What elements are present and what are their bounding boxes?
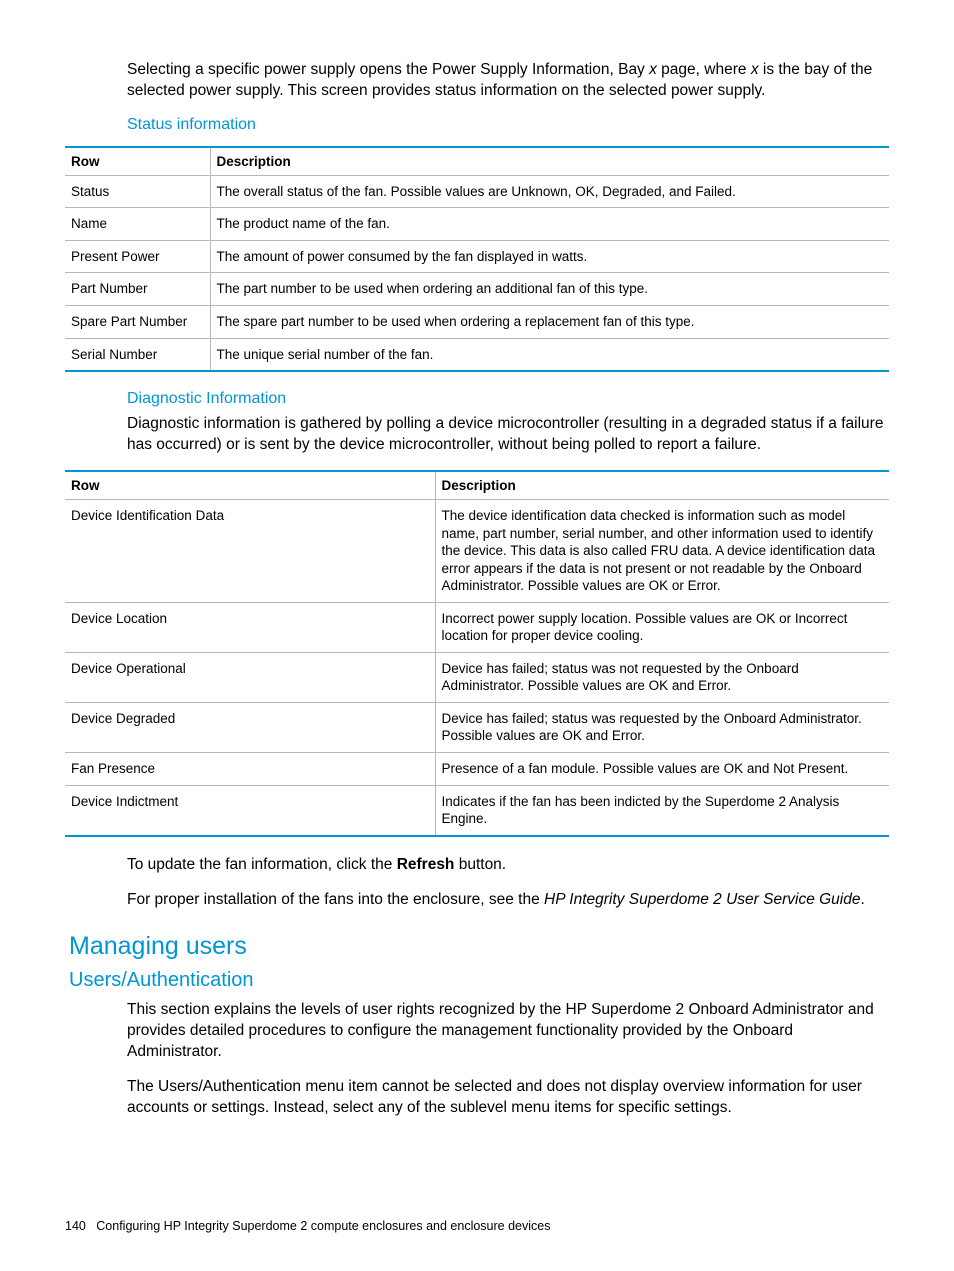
table-row: Device DegradedDevice has failed; status… [65, 702, 889, 752]
diag-heading: Diagnostic Information [127, 390, 889, 408]
diag-th-desc: Description [435, 471, 889, 500]
table-row: Present PowerThe amount of power consume… [65, 240, 889, 273]
refresh-label: Refresh [397, 856, 455, 873]
users-auth-heading: Users/Authentication [69, 969, 889, 992]
after-p2: For proper installation of the fans into… [127, 890, 889, 911]
intro-var-x2: x [751, 61, 759, 78]
status-th-row: Row [65, 147, 210, 176]
managing-p1: This section explains the levels of user… [127, 1000, 889, 1063]
page-number: 140 [65, 1219, 86, 1233]
table-row: Device Identification DataThe device ide… [65, 499, 889, 602]
table-row: StatusThe overall status of the fan. Pos… [65, 175, 889, 208]
intro-text-a: Selecting a specific power supply opens … [127, 61, 649, 78]
table-row: Device LocationIncorrect power supply lo… [65, 602, 889, 652]
table-row: Spare Part NumberThe spare part number t… [65, 306, 889, 339]
page-footer: 140 Configuring HP Integrity Superdome 2… [65, 1219, 550, 1233]
diag-intro: Diagnostic information is gathered by po… [127, 414, 889, 456]
status-heading: Status information [127, 116, 889, 134]
intro-var-x1: x [649, 61, 657, 78]
diag-table: Row Description Device Identification Da… [65, 470, 889, 837]
guide-title: HP Integrity Superdome 2 User Service Gu… [544, 891, 860, 908]
table-row: Part NumberThe part number to be used wh… [65, 273, 889, 306]
table-row: Device IndictmentIndicates if the fan ha… [65, 785, 889, 836]
managing-users-heading: Managing users [69, 932, 889, 961]
diag-th-row: Row [65, 471, 435, 500]
status-table: Row Description StatusThe overall status… [65, 146, 889, 372]
status-th-desc: Description [210, 147, 889, 176]
footer-chapter: Configuring HP Integrity Superdome 2 com… [96, 1219, 550, 1233]
managing-p2: The Users/Authentication menu item canno… [127, 1077, 889, 1119]
intro-paragraph: Selecting a specific power supply opens … [127, 60, 889, 102]
intro-text-b: page, where [657, 61, 751, 78]
after-p1: To update the fan information, click the… [127, 855, 889, 876]
table-row: Serial NumberThe unique serial number of… [65, 338, 889, 371]
table-row: Fan PresencePresence of a fan module. Po… [65, 752, 889, 785]
table-row: Device OperationalDevice has failed; sta… [65, 652, 889, 702]
table-row: NameThe product name of the fan. [65, 208, 889, 241]
